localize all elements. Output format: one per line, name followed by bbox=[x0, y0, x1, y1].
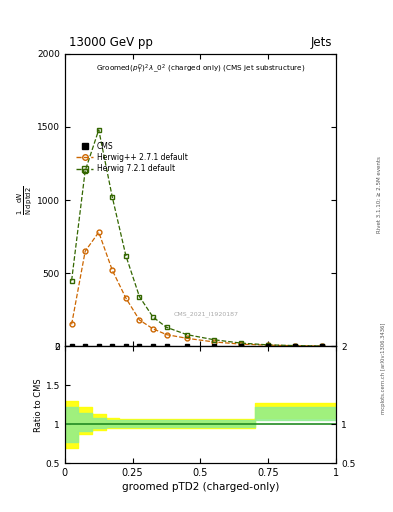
Text: 13000 GeV pp: 13000 GeV pp bbox=[69, 36, 152, 49]
Text: mcplots.cern.ch [arXiv:1306.3436]: mcplots.cern.ch [arXiv:1306.3436] bbox=[381, 323, 386, 414]
Text: CMS_2021_I1920187: CMS_2021_I1920187 bbox=[173, 311, 238, 317]
Text: Groomed$(p_T^D)^2\,\lambda\_0^2$ (charged only) (CMS jet substructure): Groomed$(p_T^D)^2\,\lambda\_0^2$ (charge… bbox=[96, 62, 305, 76]
Text: Jets: Jets bbox=[310, 36, 332, 49]
Text: Rivet 3.1.10; ≥ 2.5M events: Rivet 3.1.10; ≥ 2.5M events bbox=[377, 156, 382, 233]
Y-axis label: $\frac{1}{\mathrm{N}}\frac{\mathrm{d}N}{\mathrm{d}\,\mathrm{ptd2}}$: $\frac{1}{\mathrm{N}}\frac{\mathrm{d}N}{… bbox=[15, 185, 34, 215]
Legend: CMS, Herwig++ 2.7.1 default, Herwig 7.2.1 default: CMS, Herwig++ 2.7.1 default, Herwig 7.2.… bbox=[74, 139, 190, 176]
Y-axis label: Ratio to CMS: Ratio to CMS bbox=[34, 378, 43, 432]
X-axis label: groomed pTD2 (charged-only): groomed pTD2 (charged-only) bbox=[122, 482, 279, 493]
